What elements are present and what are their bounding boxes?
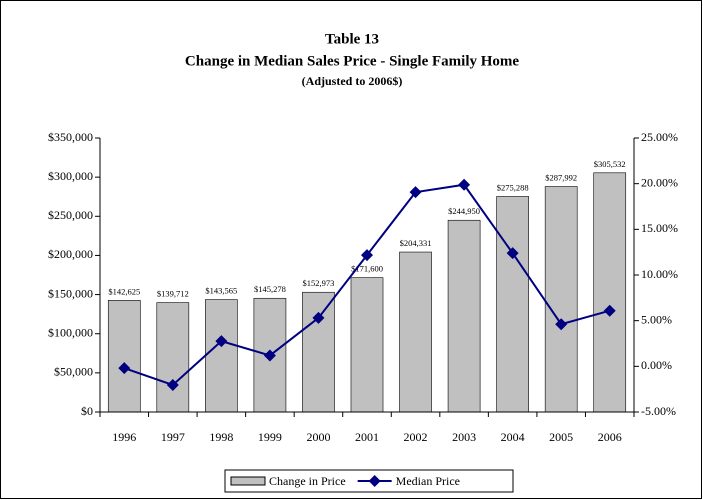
x-tick-label: 1999 [258,430,282,444]
bar [156,302,190,413]
bar [593,172,627,413]
y-tick-label: $50,000 [54,365,93,379]
bar-value-label: $204,331 [400,238,432,248]
x-tick-label: 2006 [598,430,622,444]
line-marker [603,304,616,317]
bar [544,186,578,413]
y2-tick-label: 20.00% [641,175,678,189]
line-marker [409,186,422,199]
line-marker [118,362,131,375]
y-tick-label: $150,000 [48,286,93,300]
line-marker [166,378,179,391]
y2-tick-label: 5.00% [641,312,672,326]
line-marker [361,249,373,262]
bar-value-label: $244,950 [448,206,480,216]
line-marker [506,247,519,260]
x-tick-label: 1998 [209,430,233,444]
bar-value-label: $139,712 [157,289,189,299]
bar-value-label: $145,278 [254,284,286,294]
legend-swatch [230,476,266,486]
bar-value-label: $152,973 [303,278,335,288]
legend-label: Change in Price [269,474,346,488]
y-tick-label: $350,000 [48,130,93,144]
y-tick-label: $300,000 [48,169,93,183]
y2-tick-label: 15.00% [641,221,678,235]
x-tick-label: 1996 [112,430,136,444]
y-tick-label: $100,000 [48,325,93,339]
x-tick-label: 2004 [501,430,525,444]
chart-subtitle: Change in Median Sales Price - Single Fa… [185,53,519,69]
bar [496,196,529,413]
bar-value-label: $275,288 [497,182,529,192]
y-tick-label: $250,000 [48,208,93,222]
line-marker [555,318,568,331]
x-tick-label: 2001 [355,430,379,444]
y-tick-label: $0 [81,404,93,418]
legend-label: Median Price [396,474,460,488]
bar [302,291,335,413]
line-marker [215,335,228,348]
y2-tick-label: 0.00% [641,358,672,372]
bar-value-label: $305,532 [594,159,626,169]
x-tick-label: 1997 [161,430,185,444]
bar-value-label: $142,625 [108,286,140,296]
line-marker [263,349,276,362]
chart-title: Table 13 [325,31,379,47]
bar [107,300,141,413]
x-tick-label: 2002 [404,430,428,444]
y-tick-label: $200,000 [48,247,93,261]
y2-tick-label: 25.00% [641,130,678,144]
bar [399,251,432,413]
bar [447,219,481,413]
x-tick-label: 2000 [306,430,330,444]
line-marker [458,178,471,191]
bar [205,299,238,413]
x-tick-label: 2003 [452,430,476,444]
y2-tick-label: 10.00% [641,267,678,281]
line-marker [312,311,325,324]
legend-marker [368,475,381,487]
chart-note: (Adjusted to 2006$) [302,74,403,88]
bar-value-label: $287,992 [545,172,577,182]
bar-value-label: $143,565 [205,286,237,296]
y2-tick-label: -5.00% [641,404,676,418]
bar-value-label: $171,600 [351,264,383,274]
x-tick-label: 2005 [549,430,573,444]
bar [350,277,384,413]
